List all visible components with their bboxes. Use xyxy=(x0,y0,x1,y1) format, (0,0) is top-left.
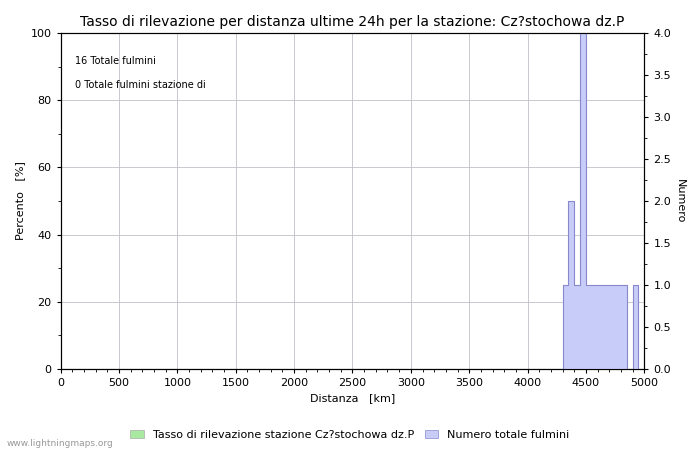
Legend: Tasso di rilevazione stazione Cz?stochowa dz.P, Numero totale fulmini: Tasso di rilevazione stazione Cz?stochow… xyxy=(126,425,574,445)
Text: www.lightningmaps.org: www.lightningmaps.org xyxy=(7,439,113,448)
Text: 0 Totale fulmini stazione di: 0 Totale fulmini stazione di xyxy=(75,80,206,90)
Title: Tasso di rilevazione per distanza ultime 24h per la stazione: Cz?stochowa dz.P: Tasso di rilevazione per distanza ultime… xyxy=(80,15,624,29)
X-axis label: Distanza   [km]: Distanza [km] xyxy=(310,393,395,404)
Y-axis label: Numero: Numero xyxy=(675,179,685,223)
Text: 16 Totale fulmini: 16 Totale fulmini xyxy=(75,56,156,67)
Y-axis label: Percento   [%]: Percento [%] xyxy=(15,162,25,240)
